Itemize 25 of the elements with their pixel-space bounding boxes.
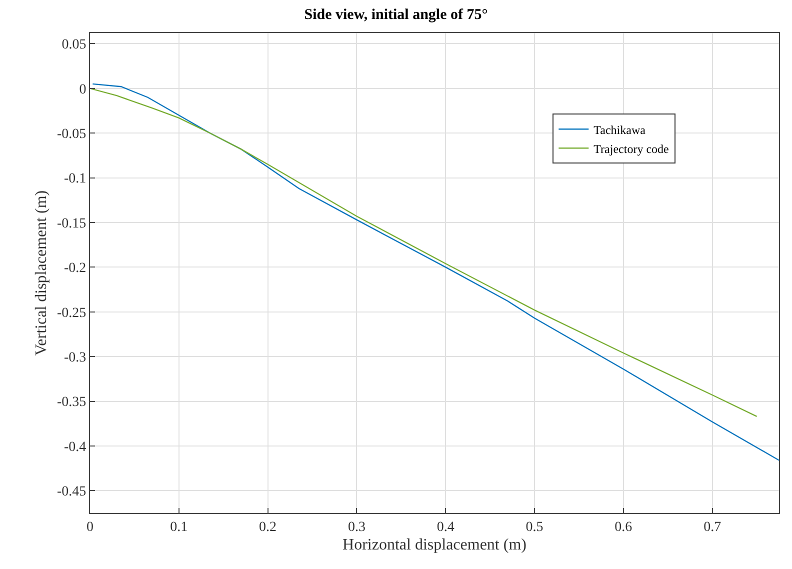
y-axis-title: Vertical displacement (m) bbox=[32, 190, 50, 356]
line-series bbox=[92, 83, 779, 461]
y-tick-label: -0.25 bbox=[57, 306, 86, 321]
chart-title: Side view, initial angle of 75° bbox=[304, 7, 488, 24]
x-tick-label: 0.5 bbox=[526, 520, 544, 535]
x-axis-title: Horizontal displacement (m) bbox=[342, 536, 526, 554]
x-tick-label: 0.7 bbox=[704, 520, 722, 535]
line-series bbox=[90, 88, 758, 418]
legend-label: Trajectory code bbox=[594, 142, 669, 156]
y-tick-label: -0.15 bbox=[57, 216, 86, 232]
y-tick-label: -0.4 bbox=[64, 440, 86, 455]
y-tick-label: -0.45 bbox=[57, 484, 86, 500]
x-tick-label: 0.4 bbox=[436, 520, 454, 535]
y-tick-label: -0.2 bbox=[64, 261, 86, 276]
y-tick-label: -0.35 bbox=[57, 395, 86, 410]
x-tick-label: 0.1 bbox=[170, 520, 188, 535]
x-tick-label: 0.2 bbox=[259, 520, 277, 535]
legend-label: Tachikawa bbox=[594, 122, 646, 137]
x-tick-label: 0.6 bbox=[614, 520, 632, 535]
y-tick-label: 0.05 bbox=[62, 38, 86, 53]
y-tick-label: -0.1 bbox=[64, 172, 86, 187]
y-tick-label: -0.05 bbox=[57, 127, 86, 142]
y-tick-label: 0 bbox=[79, 82, 86, 98]
y-tick-label: -0.3 bbox=[64, 350, 86, 366]
x-tick-label: 0.3 bbox=[348, 520, 366, 535]
